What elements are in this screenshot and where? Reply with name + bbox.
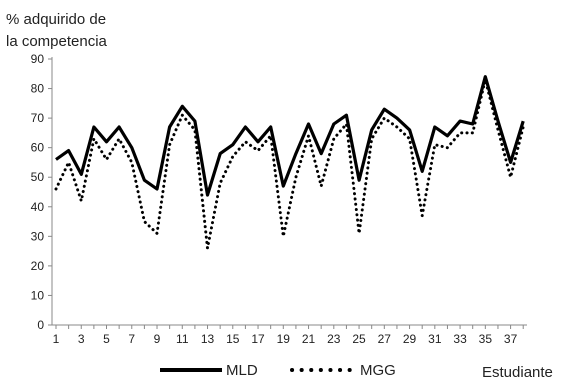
legend-label-mld: MLD bbox=[226, 362, 258, 379]
y-tick-label: 30 bbox=[31, 229, 45, 243]
x-tick-label: 37 bbox=[504, 332, 518, 346]
axes bbox=[51, 57, 527, 326]
legend-label-mgg: MGG bbox=[360, 362, 396, 379]
x-tick-label: 9 bbox=[154, 332, 161, 346]
y-tick-label: 40 bbox=[31, 200, 45, 214]
y-tick-label: 50 bbox=[31, 170, 45, 184]
legend: MLD MGG bbox=[160, 362, 396, 379]
x-tick-label: 21 bbox=[302, 332, 316, 346]
x-axis-label: Estudiante bbox=[482, 364, 553, 381]
y-tick-label: 60 bbox=[31, 141, 45, 155]
y-tick-label: 10 bbox=[31, 288, 45, 302]
x-tick-label: 13 bbox=[201, 332, 215, 346]
x-tick-label: 3 bbox=[78, 332, 85, 346]
y-axis-label-line-1: % adquirido de bbox=[6, 11, 106, 28]
x-tick-label: 27 bbox=[378, 332, 392, 346]
y-tick-label: 90 bbox=[31, 52, 45, 66]
y-ticks: 0 10 20 30 40 50 60 70 80 90 bbox=[31, 52, 52, 332]
x-tick-label: 29 bbox=[403, 332, 417, 346]
y-tick-label: 0 bbox=[37, 318, 44, 332]
y-tick-label: 70 bbox=[31, 111, 45, 125]
series-lines bbox=[54, 75, 525, 250]
x-tick-label: 35 bbox=[479, 332, 493, 346]
x-tick-label: 33 bbox=[453, 332, 467, 346]
x-tick-label: 19 bbox=[277, 332, 291, 346]
x-tick-label: 31 bbox=[428, 332, 442, 346]
x-tick-label: 1 bbox=[53, 332, 60, 346]
x-tick-label: 11 bbox=[176, 332, 189, 346]
x-tick-label: 17 bbox=[251, 332, 265, 346]
y-axis-label-line-2: la competencia bbox=[6, 33, 108, 50]
series-line-mld bbox=[55, 75, 525, 197]
x-tick-label: 7 bbox=[128, 332, 135, 346]
x-tick-label: 15 bbox=[226, 332, 240, 346]
x-tick-label: 23 bbox=[327, 332, 341, 346]
x-ticks: 1 3 5 7 9 11 13 15 17 19 21 23 25 27 29 31 33 35 37 bbox=[53, 325, 524, 346]
x-tick-label: 5 bbox=[103, 332, 110, 346]
y-tick-label: 80 bbox=[31, 82, 45, 96]
y-tick-label: 20 bbox=[31, 259, 45, 273]
series-line-mgg bbox=[54, 78, 525, 250]
x-tick-label: 25 bbox=[352, 332, 366, 346]
